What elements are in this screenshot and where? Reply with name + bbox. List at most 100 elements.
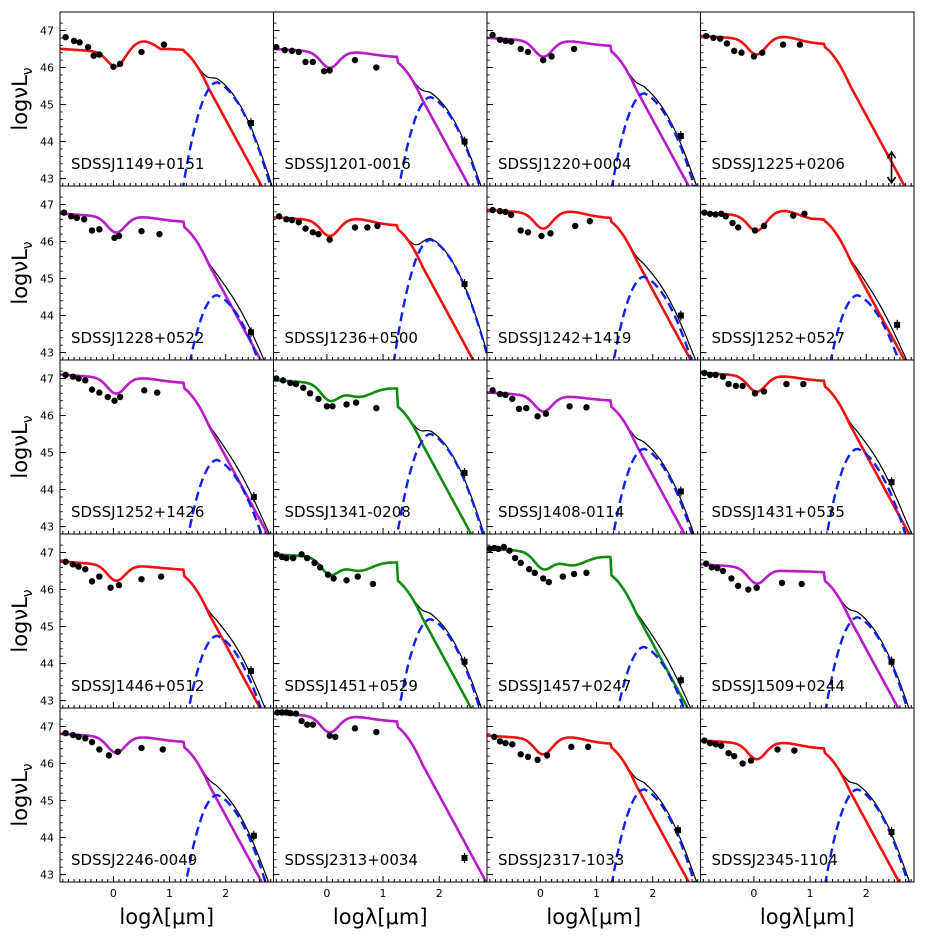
starburst-model-line xyxy=(189,294,260,360)
agn-model-line xyxy=(487,208,693,360)
panel-name: SDSSJ2246-0049 xyxy=(71,851,197,869)
total-model-line xyxy=(597,741,698,882)
photometry-point xyxy=(309,58,317,66)
panel-name: SDSSJ1149+0151 xyxy=(71,155,204,173)
sed-panel: SDSSJ1431+0535 xyxy=(700,359,915,535)
y-tick-label: 47 xyxy=(40,25,54,38)
panel-name: SDSSJ1446+0512 xyxy=(71,677,204,695)
photometry-point xyxy=(725,380,732,388)
photometry-point xyxy=(739,760,746,767)
photometry-point xyxy=(523,404,530,412)
photometry-point xyxy=(517,45,524,53)
sed-panel: SDSSJ1201-0016 xyxy=(273,11,488,187)
photometry-point xyxy=(60,209,68,216)
panel-name: SDSSJ1220+0004 xyxy=(498,155,631,173)
photometry-point xyxy=(517,751,524,758)
photometry-point xyxy=(719,373,727,380)
photometry-point xyxy=(751,390,759,397)
y-tick-label: 43 xyxy=(40,695,54,708)
photometry-point xyxy=(354,573,361,580)
sed-panel: SDSSJ1228+0522 43 44 45 46 47 xyxy=(40,185,274,361)
y-tick-label: 45 xyxy=(40,99,54,112)
photometry-point xyxy=(548,53,555,60)
sed-panel: SDSSJ2246-0049 43 44 45 46 47 0 1 2 logλ[μm] xyxy=(40,707,274,929)
photometry-point xyxy=(783,380,790,388)
photometry-point xyxy=(731,752,738,760)
photometry-point xyxy=(502,739,509,747)
photometry-point xyxy=(69,731,77,739)
panel-name: SDSSJ1451+0529 xyxy=(285,677,418,695)
y-tick-label: 45 xyxy=(40,447,54,460)
plot-area xyxy=(700,560,910,708)
photometry-point xyxy=(96,51,103,58)
plot-area xyxy=(487,733,698,882)
agn-model-line xyxy=(273,378,473,534)
photometry-point xyxy=(373,728,380,736)
photometry-point xyxy=(153,389,161,396)
photometry-point xyxy=(141,387,148,394)
photometry-point xyxy=(329,403,336,410)
photometry-point xyxy=(70,37,78,45)
total-model-line xyxy=(810,746,911,882)
photometry-point xyxy=(369,580,377,588)
agn-model-line xyxy=(60,560,262,708)
total-model-line xyxy=(170,740,270,882)
starburst-model-line xyxy=(182,81,272,186)
photometry-point xyxy=(739,382,746,390)
agn-model-line xyxy=(700,34,907,186)
photometry-point xyxy=(706,371,714,379)
starburst-model-line xyxy=(825,447,907,534)
agn-model-line xyxy=(273,216,475,360)
agn-model-line xyxy=(487,391,687,534)
photometry-point xyxy=(566,403,573,410)
axis-labels: logνLν logνLν logνLν logνLν logνLν xyxy=(8,67,36,826)
photometry-point xyxy=(729,219,736,227)
photometry-point xyxy=(778,579,786,587)
photometry-point xyxy=(84,43,92,51)
photometry-point xyxy=(738,49,745,56)
photometry-point xyxy=(311,559,318,567)
starburst-model-line xyxy=(398,95,481,186)
y-axis-label: logνLν xyxy=(8,763,36,826)
photometry-point xyxy=(351,224,359,231)
y-tick-label: 47 xyxy=(40,373,54,386)
photometry-point xyxy=(751,227,759,234)
photometry-point xyxy=(583,569,590,577)
x-tick-label: 0 xyxy=(323,887,330,900)
photometry-point xyxy=(538,232,545,240)
photometry-point xyxy=(489,387,496,394)
photometry-point xyxy=(69,373,77,380)
agn-model-line xyxy=(700,739,901,882)
photometry-point xyxy=(351,725,359,732)
photometry-point xyxy=(364,224,371,231)
photometry-point xyxy=(511,554,519,562)
agn-model-line xyxy=(273,47,471,186)
photometry-point xyxy=(323,403,331,410)
photometry-point xyxy=(275,213,283,220)
photometry-point xyxy=(82,565,89,573)
photometry-point xyxy=(278,709,286,716)
photometry-point xyxy=(583,404,590,411)
photometry-point xyxy=(731,47,738,55)
photometry-point xyxy=(111,397,118,404)
photometry-point xyxy=(507,38,515,45)
agn-model-line xyxy=(487,547,690,708)
photometry-point xyxy=(496,390,504,398)
y-tick-label: 44 xyxy=(40,484,54,497)
panel-name: SDSSJ1509+0244 xyxy=(712,677,845,695)
photometry-point xyxy=(343,577,350,584)
starburst-model-line xyxy=(824,788,909,882)
photometry-point xyxy=(502,208,509,216)
photometry-point xyxy=(568,743,575,751)
photometry-point xyxy=(351,56,359,64)
plot-area xyxy=(273,213,487,360)
starburst-model-line xyxy=(829,294,900,360)
y-tick-label: 46 xyxy=(40,410,54,423)
plot-area xyxy=(273,375,485,534)
photometry-point xyxy=(316,564,324,571)
upper-limit-arrow xyxy=(886,176,897,185)
panel-grid: SDSSJ1149+0151 43 44 45 46 47 SDSSJ1201-0016 SD… xyxy=(40,11,915,929)
photometry-point xyxy=(298,717,305,725)
photometry-point xyxy=(326,67,333,74)
photometry-point xyxy=(745,586,752,593)
